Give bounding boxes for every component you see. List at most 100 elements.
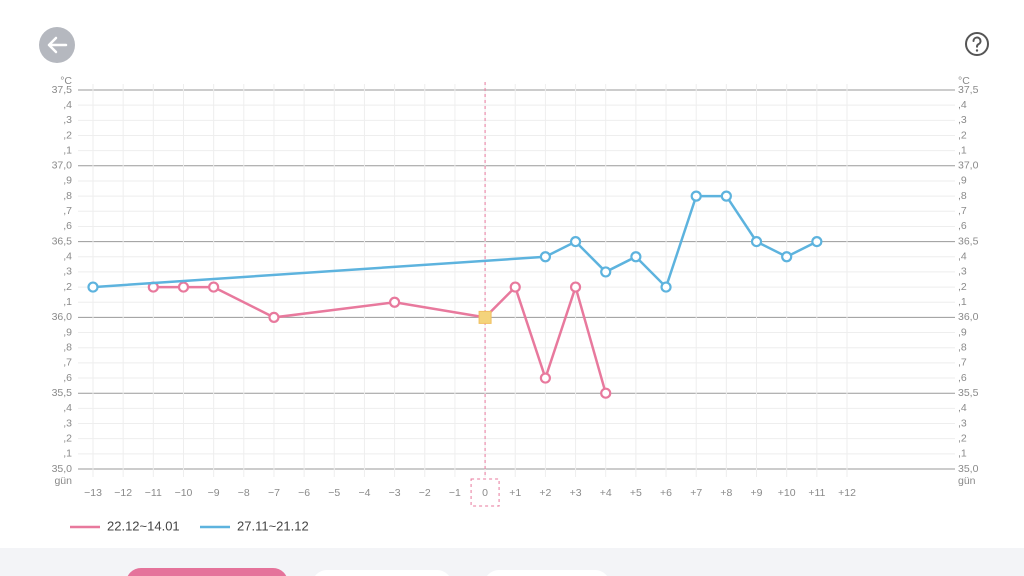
- y-tick-label: ,2: [958, 281, 967, 293]
- data-point: [569, 236, 582, 248]
- data-point: [600, 387, 612, 399]
- x-tick-label: +6: [660, 487, 672, 499]
- y-tick-label: ,6: [958, 220, 967, 232]
- y-tick-label: ,4: [63, 251, 72, 263]
- data-point: [660, 281, 672, 293]
- y-tick-label: ,9: [63, 326, 72, 338]
- x-tick-label: +3: [570, 487, 582, 499]
- x-tick-label: −8: [238, 487, 250, 499]
- data-point: [177, 281, 190, 293]
- x-unit: gün: [958, 475, 976, 487]
- y-tick-label: 36,5: [52, 235, 73, 247]
- today-point: [478, 310, 492, 324]
- data-point: [389, 296, 401, 308]
- y-tick-label: ,9: [63, 175, 72, 187]
- x-tick-label: +7: [690, 487, 702, 499]
- y-tick-label: ,3: [63, 114, 72, 126]
- x-tick-label: +9: [751, 487, 763, 499]
- x-tick-label: −6: [298, 487, 310, 499]
- y-tick-label: ,1: [958, 448, 967, 460]
- y-tick-label: ,7: [958, 357, 967, 369]
- data-point: [690, 190, 702, 202]
- y-tick-label: ,8: [958, 342, 967, 354]
- legend-text: 22.12~14.01: [107, 518, 180, 533]
- y-tick-label: ,1: [63, 144, 72, 156]
- y-tick-label: ,9: [958, 175, 967, 187]
- y-tick-label: 36,5: [958, 235, 979, 247]
- data-point: [87, 281, 99, 293]
- y-tick-label: ,3: [63, 417, 72, 429]
- y-tick-label: 37,0: [958, 160, 979, 172]
- data-point: [600, 266, 612, 278]
- x-tick-label: −2: [419, 487, 431, 499]
- x-tick-label: −11: [145, 487, 162, 499]
- y-tick-label: ,1: [958, 144, 967, 156]
- x-tick-label: −3: [389, 487, 401, 499]
- data-point: [750, 236, 763, 248]
- y-tick-label: ,7: [63, 357, 72, 369]
- x-tick-label: −13: [84, 487, 102, 499]
- data-point: [208, 281, 220, 293]
- y-tick-label: ,8: [63, 190, 72, 202]
- tab-button[interactable]: [484, 570, 610, 576]
- data-point: [509, 281, 521, 293]
- data-point: [539, 251, 552, 263]
- x-tick-label: −12: [114, 487, 132, 499]
- y-tick-label: ,6: [63, 220, 72, 232]
- y-tick-label: ,1: [63, 448, 72, 460]
- x-tick-label: −4: [358, 487, 370, 499]
- x-tick-label: −5: [328, 487, 340, 499]
- y-tick-label: ,2: [958, 432, 967, 444]
- y-tick-label: ,8: [958, 190, 967, 202]
- x-tick-label: −1: [449, 487, 461, 499]
- data-point: [569, 281, 582, 293]
- y-tick-label: ,2: [958, 129, 967, 141]
- back-arrow: [47, 36, 68, 54]
- x-tick-label: −7: [268, 487, 280, 499]
- y-tick-label: ,2: [63, 281, 72, 293]
- y-tick-label: ,1: [63, 296, 72, 308]
- y-tick-label: 35,5: [958, 387, 979, 399]
- y-tick-label: ,2: [63, 432, 72, 444]
- x-tick-label: +2: [539, 487, 551, 499]
- y-tick-label: 37,5: [958, 84, 979, 96]
- data-point: [630, 251, 642, 263]
- tab-button[interactable]: [312, 570, 452, 576]
- y-tick-label: ,2: [63, 129, 72, 141]
- y-unit: °C: [958, 75, 970, 87]
- x-tick-label: −9: [208, 487, 220, 499]
- help-button[interactable]: [965, 32, 989, 56]
- series-line: [153, 282, 607, 394]
- x-tick-label: +1: [509, 487, 521, 499]
- y-tick-label: ,3: [958, 266, 967, 278]
- y-tick-label: ,4: [63, 402, 72, 414]
- grid: [78, 84, 955, 477]
- y-tick-label: 35,0: [958, 463, 979, 475]
- y-tick-label: 35,0: [52, 463, 73, 475]
- legend-text: 27.11~21.12: [237, 518, 309, 533]
- y-unit: °C: [60, 75, 72, 87]
- data-point: [268, 311, 280, 323]
- x-tick-label: +12: [838, 487, 856, 499]
- x-tick-label: +10: [778, 487, 796, 499]
- y-tick-label: ,1: [958, 296, 967, 308]
- y-tick-label: ,4: [958, 402, 967, 414]
- x-tick-label: +8: [720, 487, 732, 499]
- y-tick-label: ,3: [958, 417, 967, 429]
- x-tick-label: +11: [808, 487, 825, 499]
- y-tick-label: ,6: [958, 372, 967, 384]
- y-tick-label: 36,0: [958, 311, 979, 323]
- x-tick-label: 0: [482, 487, 488, 499]
- help-dot: [975, 49, 979, 52]
- x-tick-label: +4: [600, 487, 612, 499]
- y-tick-label: ,4: [958, 251, 967, 263]
- y-tick-label: 36,0: [52, 311, 73, 323]
- data-point: [781, 251, 793, 263]
- y-tick-label: ,3: [63, 266, 72, 278]
- tab-button[interactable]: [126, 568, 288, 576]
- x-unit: gün: [54, 475, 72, 487]
- x-tick-label: +5: [630, 487, 642, 499]
- y-tick-label: 35,5: [52, 387, 73, 399]
